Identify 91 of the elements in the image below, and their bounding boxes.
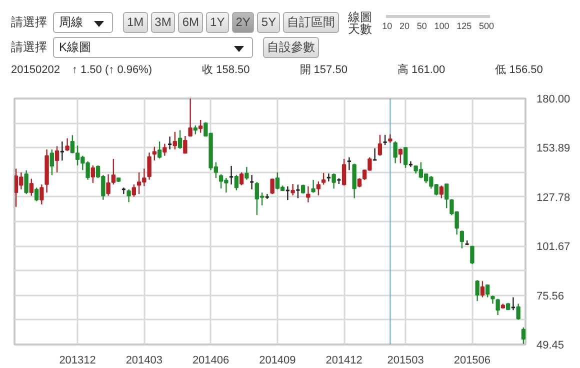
candlestick bbox=[510, 296, 516, 311]
y-tick-label: 75.56 bbox=[536, 290, 564, 302]
candlestick bbox=[60, 140, 65, 162]
candlestick bbox=[295, 184, 300, 199]
candlestick bbox=[352, 163, 356, 199]
candlestick bbox=[54, 146, 60, 173]
candlestick bbox=[50, 148, 54, 176]
candlestick bbox=[480, 280, 485, 298]
candlestick bbox=[316, 180, 321, 196]
candlestick bbox=[470, 245, 474, 265]
x-tick-label: 201406 bbox=[192, 354, 230, 366]
candlestick bbox=[198, 119, 203, 134]
y-tick-label: 127.78 bbox=[536, 192, 570, 204]
text: K線圖 bbox=[53, 37, 253, 58]
text: 自訂區間 bbox=[283, 12, 340, 34]
candlestick bbox=[172, 131, 178, 150]
candlestick bbox=[34, 187, 39, 202]
text: 1M bbox=[123, 12, 148, 34]
candlestick bbox=[382, 134, 388, 146]
candlestick bbox=[485, 284, 490, 298]
text: 2Y bbox=[232, 12, 254, 34]
y-tick-label: 153.89 bbox=[536, 142, 570, 155]
candlestick bbox=[311, 179, 316, 194]
text: 5Y bbox=[257, 12, 280, 34]
candlestick bbox=[162, 143, 167, 156]
candlestick bbox=[147, 152, 152, 180]
candlestick bbox=[65, 138, 70, 152]
candlestick bbox=[178, 130, 182, 150]
picture-slider: 10 20 50 100 125 500 bbox=[382, 13, 494, 33]
x-tick-label: 201503 bbox=[387, 354, 424, 366]
candlestick bbox=[346, 156, 352, 171]
text: 線圖天數 bbox=[348, 10, 374, 36]
candlestick bbox=[321, 172, 326, 186]
x-tick-label: 201506 bbox=[454, 354, 491, 366]
candlestick bbox=[121, 187, 126, 195]
text: 請選擇 bbox=[11, 40, 47, 54]
text: 20150202 bbox=[11, 64, 60, 76]
candlestick bbox=[372, 148, 378, 162]
candlestick bbox=[249, 174, 254, 190]
y-tick-label: 49.45 bbox=[536, 340, 564, 352]
y-tick-label: 101.67 bbox=[536, 241, 570, 254]
text: 高 161.00 bbox=[397, 64, 446, 76]
candlestick bbox=[183, 135, 188, 154]
candlestick bbox=[152, 146, 157, 162]
candlestick bbox=[29, 178, 34, 196]
text: 周線 bbox=[53, 12, 113, 34]
candlestick bbox=[270, 178, 274, 195]
text: 6M bbox=[178, 12, 204, 34]
text: 3M bbox=[150, 12, 176, 34]
candlestick bbox=[306, 186, 310, 203]
candlestick bbox=[300, 184, 306, 194]
candlestick bbox=[126, 188, 131, 203]
candlestick bbox=[157, 140, 162, 160]
text: 收 158.50 bbox=[202, 64, 250, 76]
candlestick bbox=[408, 160, 414, 168]
candlestick bbox=[24, 170, 28, 195]
candlestick bbox=[290, 183, 295, 196]
candlestick bbox=[521, 326, 526, 344]
candlestick bbox=[326, 172, 332, 182]
candlestick bbox=[439, 184, 444, 199]
text: 請選擇 bbox=[11, 15, 47, 30]
candlestick bbox=[132, 184, 136, 198]
candlestick bbox=[244, 166, 249, 180]
x-tick-label: 201409 bbox=[259, 354, 296, 366]
candlestick bbox=[342, 158, 346, 186]
candlestick bbox=[398, 148, 403, 164]
candlestick bbox=[239, 172, 244, 186]
y-tick-label: 180.00 bbox=[536, 94, 570, 106]
candlestick bbox=[188, 98, 192, 137]
text: 開 157.50 bbox=[300, 64, 348, 76]
text: ↑ 1.50 (↑ 0.96%) bbox=[72, 64, 152, 76]
text: 自設參數 bbox=[263, 37, 319, 58]
x-tick-label: 201412 bbox=[326, 354, 362, 366]
x-tick-label: 201403 bbox=[126, 354, 163, 366]
candlestick bbox=[444, 183, 449, 209]
candlestick bbox=[332, 172, 336, 190]
x-tick-label: 201312 bbox=[59, 354, 96, 366]
candlestick bbox=[228, 165, 234, 186]
candlestick bbox=[285, 186, 290, 201]
candlestick bbox=[378, 134, 382, 156]
candlestick bbox=[234, 174, 239, 191]
candlestick bbox=[460, 230, 464, 249]
candlestick bbox=[475, 280, 480, 302]
candlestick bbox=[40, 184, 44, 205]
text: 1Y bbox=[206, 12, 229, 34]
candlestick bbox=[167, 136, 172, 150]
text: 低 156.50 bbox=[495, 64, 543, 76]
candlestick bbox=[403, 146, 408, 168]
candlestick bbox=[90, 164, 96, 184]
candlestick bbox=[393, 140, 398, 164]
candlestick bbox=[516, 303, 520, 320]
